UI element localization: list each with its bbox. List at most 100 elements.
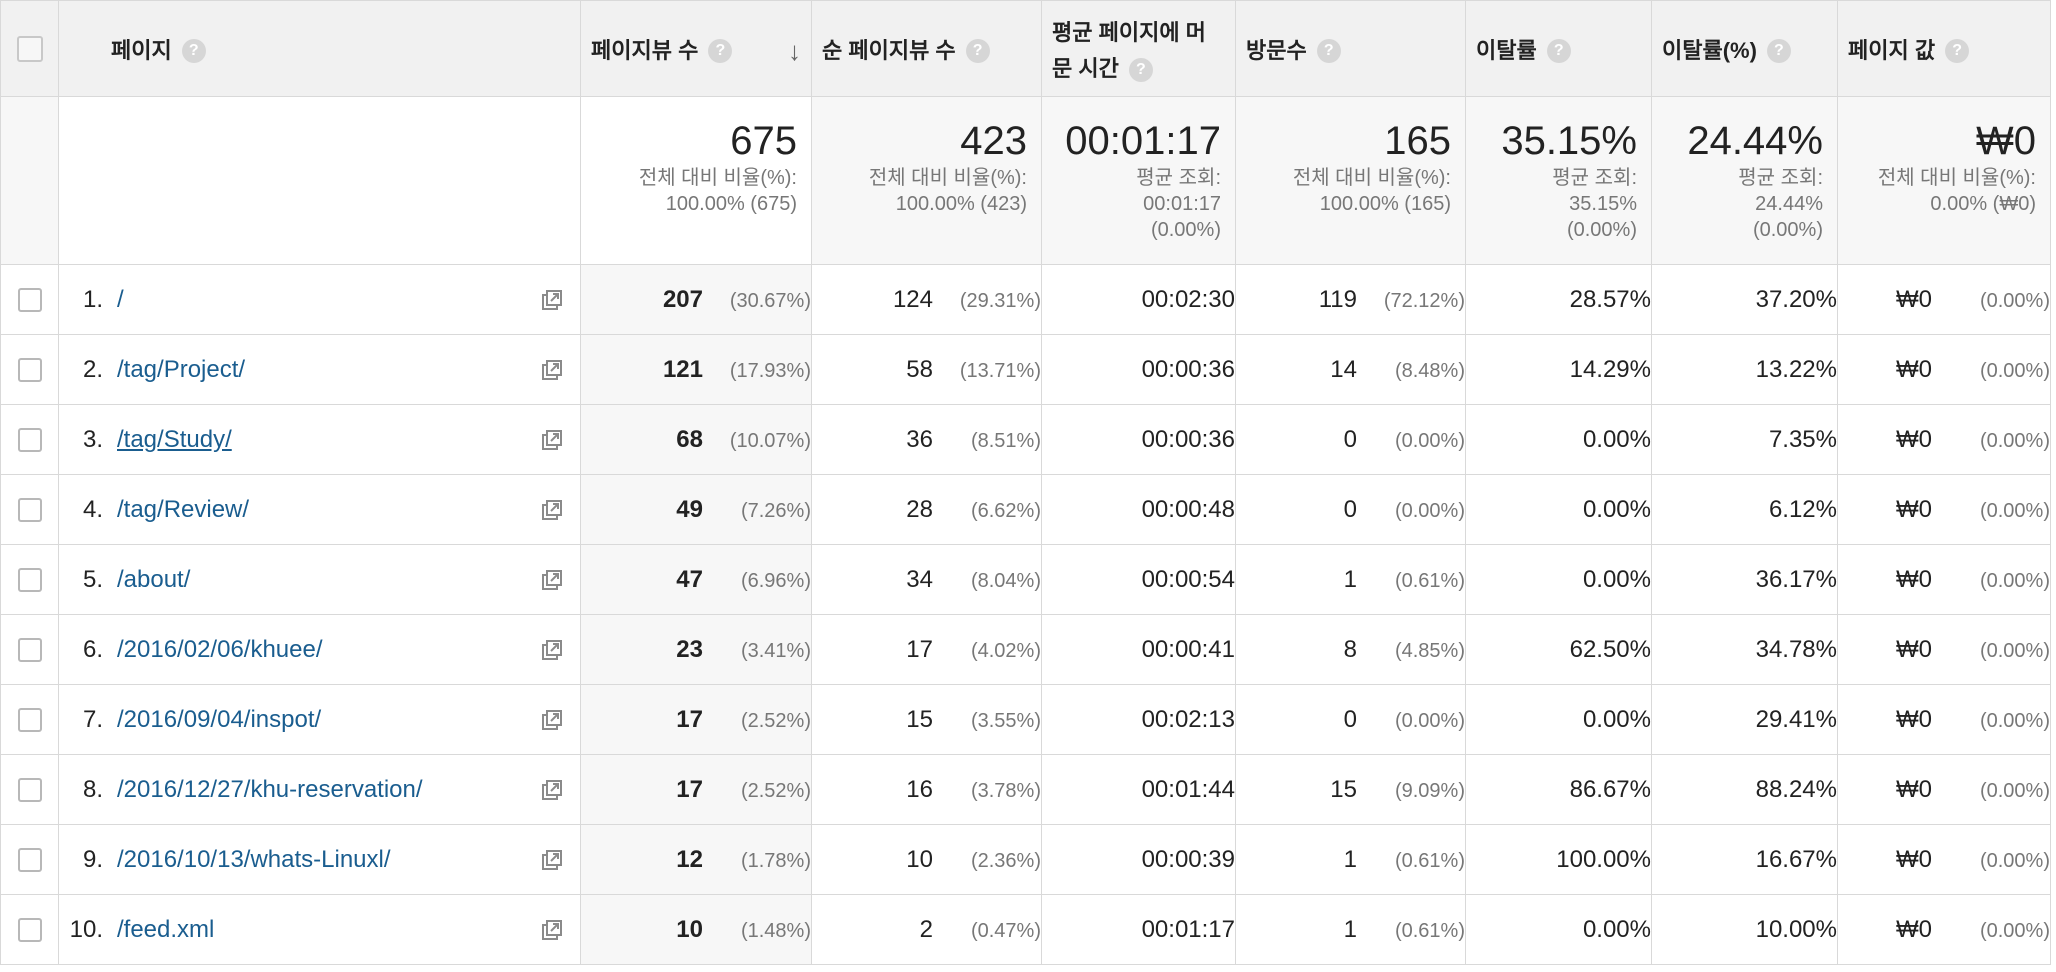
summary-avg-time: 00:01:17 평균 조회: 00:01:17 (0.00%) bbox=[1041, 96, 1236, 265]
page-link[interactable]: /2016/12/27/khu-reservation/ bbox=[117, 775, 423, 803]
help-icon[interactable]: ? bbox=[181, 39, 206, 63]
bounce-rate-cell: 100.00% bbox=[1465, 824, 1652, 895]
summary-page-value: ₩0 전체 대비 비율(%): 0.00% (₩0) bbox=[1837, 96, 2051, 265]
help-icon[interactable]: ? bbox=[1316, 39, 1341, 63]
open-in-new-window-icon[interactable] bbox=[540, 428, 564, 452]
avg-time-value: 00:00:36 bbox=[1141, 355, 1235, 383]
row-checkbox[interactable] bbox=[17, 708, 42, 733]
column-header-bounce-rate[interactable]: 이탈률? bbox=[1465, 0, 1652, 97]
bounce-rate-cell: 0.00% bbox=[1465, 404, 1652, 475]
unique-pageviews-value: 15 bbox=[906, 705, 933, 733]
sort-descending-icon[interactable]: ↓ bbox=[788, 36, 801, 66]
row-index: 4. bbox=[82, 495, 103, 523]
pageviews-value: 12 bbox=[676, 845, 703, 873]
column-header-page[interactable]: 페이지? bbox=[58, 0, 581, 97]
unique-pageviews-cell: 15 (3.55%) bbox=[811, 684, 1042, 755]
bounce-rate-value: 0.00% bbox=[1582, 915, 1651, 943]
open-in-new-window-icon[interactable] bbox=[540, 568, 564, 592]
unique-pageviews-percent: (8.51%) bbox=[970, 429, 1041, 452]
open-in-new-window-icon[interactable] bbox=[540, 848, 564, 872]
unique-pageviews-cell: 124 (29.31%) bbox=[811, 264, 1042, 335]
row-checkbox-cell bbox=[0, 754, 59, 825]
entrances-value: 1 bbox=[1343, 565, 1357, 593]
open-in-new-window-icon[interactable] bbox=[540, 498, 564, 522]
row-checkbox[interactable] bbox=[17, 568, 42, 593]
page-link[interactable]: /tag/Project/ bbox=[117, 355, 246, 383]
exit-rate-value: 29.41% bbox=[1755, 705, 1837, 733]
unique-pageviews-value: 2 bbox=[919, 915, 933, 943]
entrances-cell: 1 (0.61%) bbox=[1235, 544, 1466, 615]
help-icon[interactable]: ? bbox=[1766, 39, 1791, 63]
exit-rate-cell: 10.00% bbox=[1651, 894, 1838, 965]
pageviews-percent: (3.41%) bbox=[740, 639, 811, 662]
pageviews-value: 121 bbox=[662, 355, 703, 383]
pageviews-cell: 17 (2.52%) bbox=[580, 754, 812, 825]
table-row: 2. /tag/Project/ 121 (17.93%) 58 (13.71%) 0… bbox=[0, 334, 2051, 405]
unique-pageviews-percent: (0.47%) bbox=[970, 919, 1041, 942]
avg-time-cell: 00:02:13 bbox=[1041, 684, 1236, 755]
open-in-new-window-icon[interactable] bbox=[540, 708, 564, 732]
help-icon[interactable]: ? bbox=[708, 39, 733, 63]
row-checkbox[interactable] bbox=[17, 778, 42, 803]
open-in-new-window-icon[interactable] bbox=[540, 288, 564, 312]
column-header-page-value[interactable]: 페이지 값? bbox=[1837, 0, 2051, 97]
page-link[interactable]: /tag/Study/ bbox=[117, 425, 232, 453]
open-in-new-window-icon[interactable] bbox=[540, 778, 564, 802]
page-cell: 5. /about/ bbox=[58, 544, 581, 615]
pageviews-percent: (1.48%) bbox=[740, 919, 811, 942]
bounce-rate-cell: 0.00% bbox=[1465, 544, 1652, 615]
entrances-cell: 1 (0.61%) bbox=[1235, 894, 1466, 965]
table-row: 6. /2016/02/06/khuee/ 23 (3.41%) 17 (4.02%)… bbox=[0, 614, 2051, 685]
summary-bounce-rate: 35.15% 평균 조회: 35.15% (0.00%) bbox=[1465, 96, 1652, 265]
help-icon[interactable]: ? bbox=[1945, 39, 1970, 63]
exit-rate-value: 7.35% bbox=[1768, 425, 1837, 453]
page-link[interactable]: /2016/09/04/inspot/ bbox=[117, 705, 322, 733]
avg-time-cell: 00:00:41 bbox=[1041, 614, 1236, 685]
column-header-pageviews[interactable]: 페이지뷰 수? ↓ bbox=[580, 0, 812, 97]
column-header-avg-time-on-page[interactable]: 평균 페이지에 머 문 시간? bbox=[1041, 0, 1236, 97]
pageviews-percent: (6.96%) bbox=[740, 569, 811, 592]
row-index: 3. bbox=[82, 425, 103, 453]
row-checkbox[interactable] bbox=[17, 918, 42, 943]
page-link[interactable]: /feed.xml bbox=[117, 915, 215, 943]
bounce-rate-cell: 14.29% bbox=[1465, 334, 1652, 405]
exit-rate-value: 34.78% bbox=[1755, 635, 1837, 663]
bounce-rate-value: 0.00% bbox=[1582, 705, 1651, 733]
column-header-exit-rate[interactable]: 이탈률(%)? bbox=[1651, 0, 1838, 97]
avg-time-value: 00:00:41 bbox=[1141, 635, 1235, 663]
pageviews-percent: (30.67%) bbox=[729, 289, 811, 312]
pageviews-cell: 12 (1.78%) bbox=[580, 824, 812, 895]
column-header-unique-pageviews[interactable]: 순 페이지뷰 수? bbox=[811, 0, 1042, 97]
row-checkbox[interactable] bbox=[17, 288, 42, 313]
row-checkbox[interactable] bbox=[17, 638, 42, 663]
page-link[interactable]: / bbox=[117, 285, 124, 313]
page-link[interactable]: /about/ bbox=[117, 565, 191, 593]
help-icon[interactable]: ? bbox=[1128, 58, 1153, 83]
entrances-value: 15 bbox=[1330, 775, 1357, 803]
page-link[interactable]: /tag/Review/ bbox=[117, 495, 250, 523]
unique-pageviews-cell: 2 (0.47%) bbox=[811, 894, 1042, 965]
entrances-percent: (4.85%) bbox=[1394, 639, 1465, 662]
help-icon[interactable]: ? bbox=[965, 39, 990, 63]
row-checkbox[interactable] bbox=[17, 498, 42, 523]
row-checkbox[interactable] bbox=[17, 358, 42, 383]
page-link[interactable]: /2016/10/13/whats-Linuxl/ bbox=[117, 845, 391, 873]
column-header-entrances[interactable]: 방문수? bbox=[1235, 0, 1466, 97]
help-icon[interactable]: ? bbox=[1546, 39, 1571, 63]
open-in-new-window-icon[interactable] bbox=[540, 358, 564, 382]
select-all-checkbox[interactable] bbox=[16, 36, 43, 63]
row-index: 6. bbox=[82, 635, 103, 663]
entrances-cell: 0 (0.00%) bbox=[1235, 404, 1466, 475]
exit-rate-cell: 34.78% bbox=[1651, 614, 1838, 685]
page-link[interactable]: /2016/02/06/khuee/ bbox=[117, 635, 323, 663]
row-checkbox[interactable] bbox=[17, 848, 42, 873]
entrances-percent: (0.61%) bbox=[1394, 919, 1465, 942]
unique-pageviews-value: 17 bbox=[906, 635, 933, 663]
pageviews-cell: 49 (7.26%) bbox=[580, 474, 812, 545]
row-checkbox[interactable] bbox=[17, 428, 42, 453]
entrances-value: 119 bbox=[1318, 285, 1357, 313]
open-in-new-window-icon[interactable] bbox=[540, 638, 564, 662]
entrances-cell: 15 (9.09%) bbox=[1235, 754, 1466, 825]
open-in-new-window-icon[interactable] bbox=[540, 918, 564, 942]
summary-row: 675 전체 대비 비율(%): 100.00% (675) 423 전체 대비… bbox=[0, 96, 2051, 265]
